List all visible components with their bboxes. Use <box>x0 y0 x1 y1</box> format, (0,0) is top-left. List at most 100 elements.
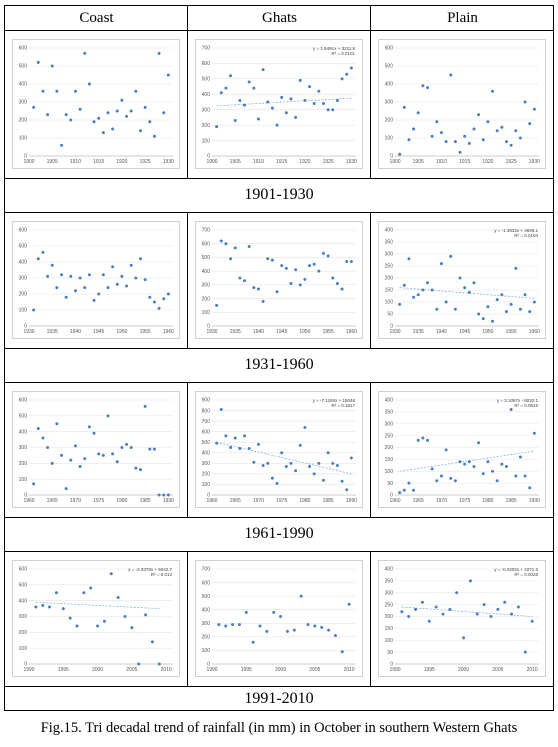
data-point <box>101 273 105 277</box>
data-point <box>398 152 402 156</box>
x-tick-label: 1940 <box>436 329 447 335</box>
y-tick-label: 100 <box>202 310 211 316</box>
x-tick-label: 1945 <box>93 329 104 335</box>
y-tick-label: 600 <box>19 46 28 52</box>
y-tick-label: 350 <box>385 579 394 585</box>
data-point <box>467 460 471 464</box>
data-point <box>449 476 453 480</box>
y-tick-label: 100 <box>202 648 211 654</box>
data-point <box>523 474 527 478</box>
data-point <box>115 109 119 113</box>
trend-r2: R² = 0.012 <box>151 572 173 577</box>
y-tick-label: 100 <box>19 477 28 483</box>
period-label: 1991-2010 <box>244 690 314 707</box>
header-coast: Coast <box>79 10 114 26</box>
data-point <box>102 619 106 623</box>
trend-equation: y = -2.3378x + 5042.7 <box>128 567 172 572</box>
data-point <box>477 113 481 117</box>
y-tick-label: 0 <box>24 154 27 160</box>
data-point <box>238 447 242 451</box>
y-tick-label: 100 <box>19 136 28 142</box>
data-point <box>468 579 472 583</box>
trend-line <box>35 601 160 609</box>
data-point <box>233 436 237 440</box>
data-point <box>292 628 296 632</box>
trend-equation: y = 3.1067x - 6032.1 <box>497 398 539 403</box>
period-label: 1961-1990 <box>244 525 314 542</box>
y-tick-label: 0 <box>207 324 210 330</box>
data-point <box>243 103 247 107</box>
data-point <box>472 127 476 131</box>
data-point <box>326 254 330 258</box>
data-point <box>458 150 462 154</box>
data-point <box>270 106 274 110</box>
y-tick-label: 900 <box>202 398 211 404</box>
data-point <box>504 310 508 314</box>
trend-line <box>399 287 535 299</box>
data-point <box>229 257 233 261</box>
chart-ghats-1961-1990: 0 100 200 300 400 500 600 700 800 900 1960 1965 1970… <box>195 391 363 508</box>
trend-line <box>216 441 352 475</box>
y-tick-label: 0 <box>390 154 393 160</box>
data-point <box>308 465 312 468</box>
y-tick-label: 400 <box>385 82 394 88</box>
data-point <box>162 111 166 115</box>
x-tick-label: 1930 <box>389 329 400 335</box>
data-point <box>500 293 504 297</box>
data-point <box>421 436 425 440</box>
header-plain: Plain <box>447 10 478 26</box>
data-point <box>111 265 115 269</box>
data-point <box>36 257 40 261</box>
data-point <box>251 640 255 644</box>
col-divider <box>187 212 188 348</box>
trend-equation: y = -1.3932x + 4696.1 <box>494 228 538 233</box>
data-point <box>421 288 425 292</box>
data-point <box>229 74 233 78</box>
data-point <box>258 624 262 628</box>
data-point <box>298 283 302 287</box>
data-point <box>340 287 344 291</box>
data-point <box>244 610 248 614</box>
data-point <box>73 289 77 293</box>
y-tick-label: 0 <box>207 662 210 668</box>
data-point <box>486 120 490 124</box>
data-point <box>518 136 522 140</box>
data-point <box>87 82 91 86</box>
data-point <box>115 460 119 464</box>
data-point <box>495 129 499 133</box>
x-tick-label: 1975 <box>93 498 104 504</box>
data-point <box>157 493 161 497</box>
data-point <box>270 476 274 480</box>
data-point <box>120 98 124 102</box>
data-point <box>509 143 513 147</box>
y-tick-label: 500 <box>19 583 28 589</box>
data-point <box>83 457 87 461</box>
data-point <box>284 111 288 115</box>
data-point <box>41 89 45 93</box>
header-divider <box>5 30 553 31</box>
data-point <box>143 105 147 109</box>
data-point <box>129 109 133 113</box>
data-point <box>312 472 316 476</box>
data-point <box>434 605 438 609</box>
data-point <box>116 596 120 599</box>
data-point <box>148 120 152 124</box>
x-tick-label: 1900 <box>23 159 34 165</box>
y-tick-label: 100 <box>202 138 211 144</box>
data-point <box>50 64 54 68</box>
data-point <box>219 408 223 411</box>
y-tick-label: 500 <box>202 594 211 600</box>
data-point <box>313 624 317 628</box>
data-point <box>284 266 288 270</box>
data-point <box>518 455 522 459</box>
data-point <box>472 281 476 285</box>
data-point <box>412 488 416 492</box>
data-point <box>237 623 241 627</box>
data-point <box>97 452 101 456</box>
x-tick-label: 1950 <box>299 329 310 335</box>
y-tick-label: 300 <box>19 445 28 451</box>
trend-line <box>399 450 535 472</box>
data-point <box>130 626 134 630</box>
data-point <box>308 85 312 89</box>
y-tick-label: 50 <box>387 312 393 318</box>
